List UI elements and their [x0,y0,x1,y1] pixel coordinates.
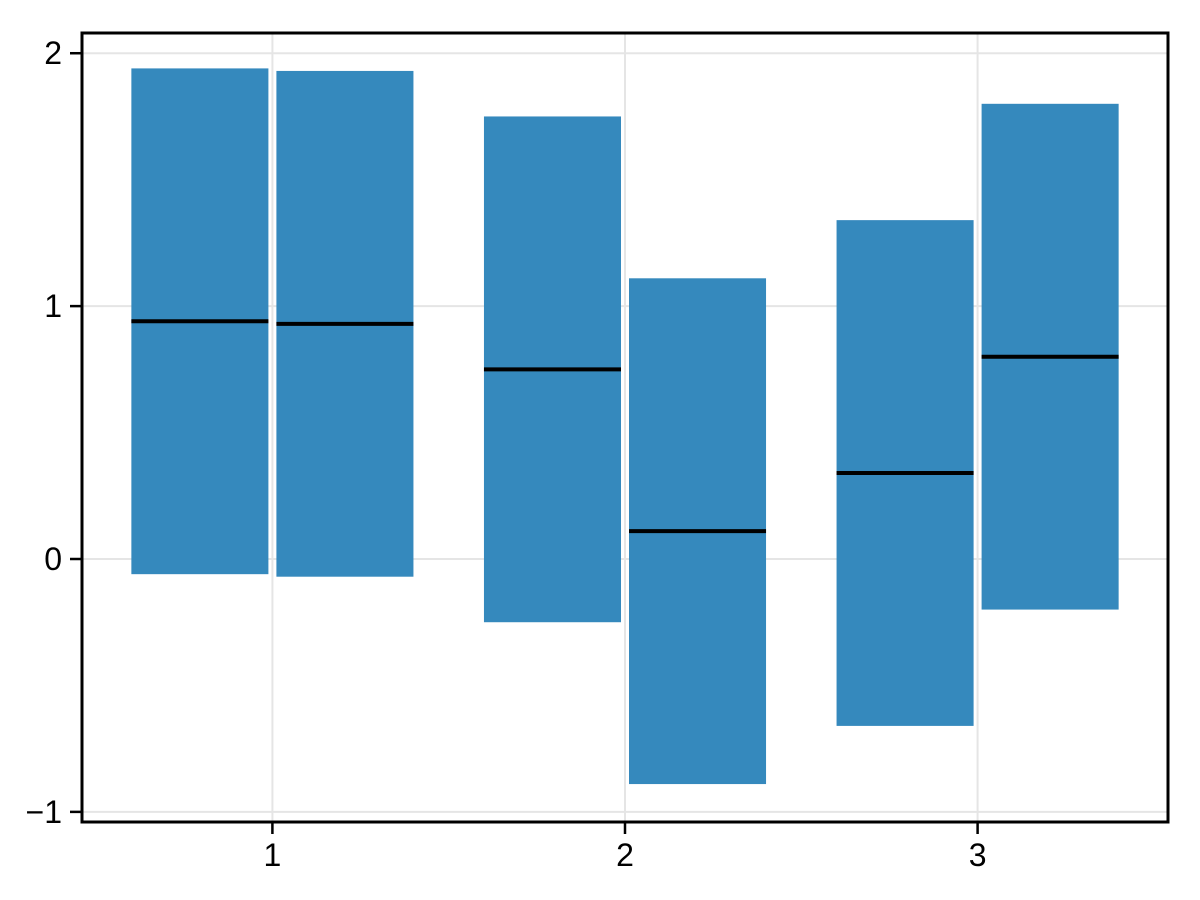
x-tick-label: 2 [616,837,634,873]
y-tick-label: 1 [44,288,62,324]
x-tick-label: 3 [969,837,987,873]
y-tick-label: 0 [44,541,62,577]
x-tick-label: 1 [264,837,282,873]
y-tick-label: −1 [26,794,62,830]
y-tick-label: 2 [44,35,62,71]
